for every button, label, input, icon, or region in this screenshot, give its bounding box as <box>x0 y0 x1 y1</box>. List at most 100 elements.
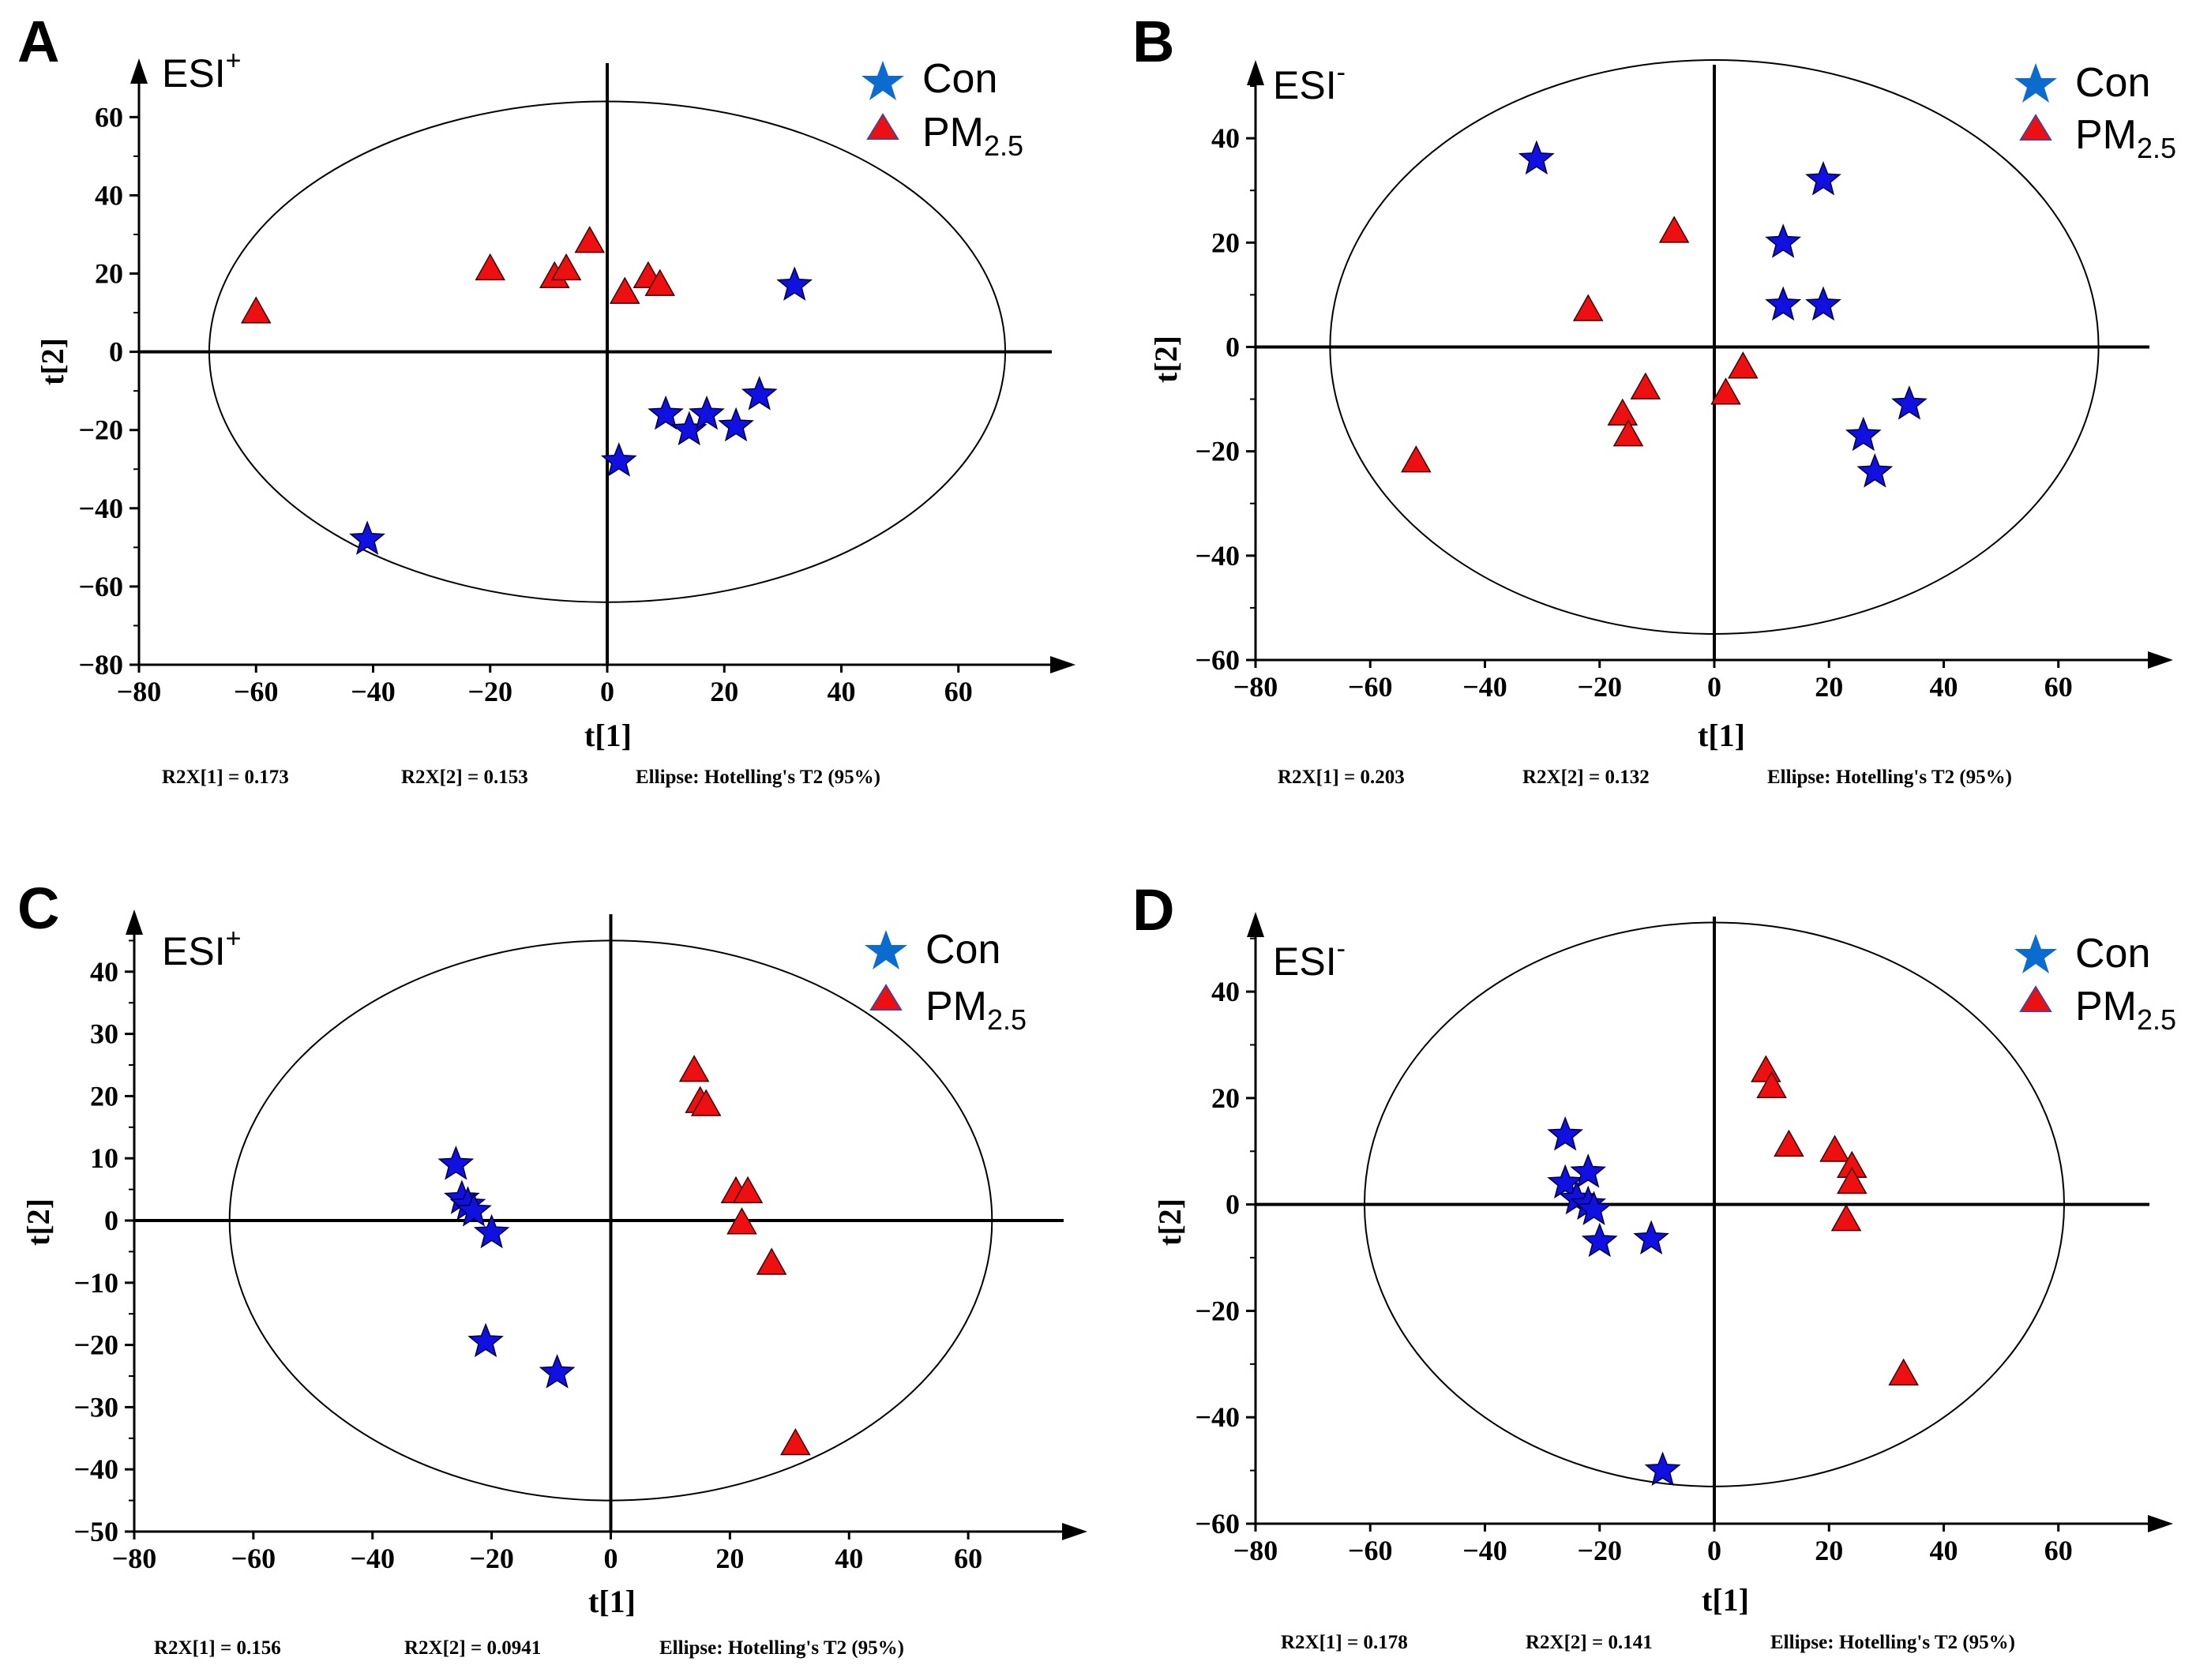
pm25-point <box>1728 351 1759 379</box>
x-tick-label: 40 <box>1930 671 1958 703</box>
con-point <box>600 442 637 477</box>
y-tick-label: 0 <box>1226 1189 1240 1221</box>
y-ticks: −80 −60 −40 −20 0 20 40 60 <box>78 77 139 681</box>
y-tick-label: −20 <box>73 1329 118 1361</box>
y-tick-label: −50 <box>73 1516 118 1547</box>
pm25-point <box>240 296 272 324</box>
y-tick-label: −20 <box>1195 436 1240 467</box>
con-point <box>1765 223 1802 258</box>
footer-r2x2: R2X[2] = 0.153 <box>401 767 528 788</box>
x-tick-label: 0 <box>1707 671 1721 703</box>
y-ticks: −50 −40 −30 −20 −10 0 10 20 30 40 <box>73 939 134 1547</box>
x-tick-label: 40 <box>828 676 856 707</box>
x-axis-title: t[1] <box>588 1584 636 1619</box>
y-tick-label: 40 <box>1211 122 1240 154</box>
x-tick-label: −60 <box>1348 1535 1393 1566</box>
x-tick-label: −60 <box>1348 671 1393 703</box>
pm25-point <box>1612 419 1644 447</box>
legend-con-label: Con <box>2075 931 2150 977</box>
data-points <box>1401 140 1928 488</box>
y-tick-label: −10 <box>73 1267 118 1299</box>
con-point <box>1805 160 1841 196</box>
x-ticks: −80 −60 −40 −20 0 20 40 60 <box>117 665 973 707</box>
pm25-point <box>1837 1166 1868 1194</box>
y-tick-label: 40 <box>90 956 118 988</box>
legend-pm-label: PM2.5 <box>2075 112 2176 164</box>
panel-d: D ESI- Con PM2.5 −80 −60 −40 −20 0 20 40 60 −60… <box>1132 877 2176 1653</box>
con-point <box>1805 286 1841 321</box>
legend: Con PM2.5 <box>865 927 1027 1036</box>
x-tick-label: −80 <box>117 676 162 707</box>
con-point <box>539 1354 576 1389</box>
panel-b: B ESI- Con PM2.5 −80 −60 −40 −20 0 20 40 60 −60… <box>1132 9 2176 788</box>
pm25-point <box>574 226 606 253</box>
x-tick-label: 20 <box>715 1543 744 1574</box>
x-tick-label: 60 <box>954 1543 982 1574</box>
y-tick-label: 20 <box>1211 227 1240 258</box>
pm25-point <box>1751 1055 1781 1082</box>
legend-con-icon <box>862 61 904 100</box>
x-axis-title: t[1] <box>1702 1582 1749 1618</box>
legend-con-icon <box>2014 63 2057 103</box>
con-point <box>473 1213 510 1249</box>
x-tick-label: −20 <box>467 676 512 707</box>
footer-ellipse: Ellipse: Hotelling's T2 (95%) <box>636 767 880 788</box>
con-point <box>1856 453 1894 488</box>
x-tick-label: 20 <box>1815 671 1843 703</box>
pm25-point <box>1710 377 1741 405</box>
footer-ellipse: Ellipse: Hotelling's T2 (95%) <box>659 1637 904 1659</box>
x-axis-arrow-icon <box>1050 656 1075 673</box>
pm25-point <box>1774 1129 1804 1157</box>
con-point <box>1575 1191 1612 1225</box>
y-tick-label: 10 <box>90 1142 118 1174</box>
y-tick-label: −60 <box>1195 644 1240 676</box>
y-tick-label: 30 <box>90 1018 118 1050</box>
con-point <box>349 520 385 555</box>
footer-r2x2: R2X[2] = 0.141 <box>1526 1632 1653 1653</box>
pm25-point <box>732 1176 764 1204</box>
x-tick-label: −20 <box>469 1543 514 1574</box>
con-point <box>1765 286 1802 321</box>
legend: Con PM2.5 <box>2014 931 2176 1036</box>
x-tick-label: −20 <box>1577 671 1622 703</box>
y-tick-label: −30 <box>73 1391 118 1423</box>
pm25-point <box>1756 1071 1787 1098</box>
x-tick-label: 0 <box>600 676 614 707</box>
panel-letter: D <box>1132 877 1174 943</box>
legend: Con PM2.5 <box>2014 60 2176 164</box>
footer-r2x1: R2X[1] = 0.178 <box>1281 1632 1408 1653</box>
con-point <box>467 1322 504 1358</box>
legend-con-label: Con <box>925 927 1000 973</box>
legend-pm-label: PM2.5 <box>922 110 1023 162</box>
footer-r2x2: R2X[2] = 0.0941 <box>404 1637 541 1659</box>
panel-a: A ESI+ Con PM2.5 −80 −60 −40 −20 0 20 40 60 −80… <box>17 9 1075 788</box>
y-tick-label: −60 <box>1195 1508 1240 1539</box>
y-tick-label: −40 <box>1195 1401 1240 1433</box>
x-axis-title: t[1] <box>1698 718 1745 753</box>
esi-label: ESI- <box>1273 58 1346 107</box>
x-tick-label: 0 <box>1707 1535 1721 1566</box>
esi-label: ESI+ <box>162 46 241 96</box>
con-point <box>1547 1116 1584 1151</box>
x-tick-label: 40 <box>1930 1535 1958 1566</box>
pm25-point <box>726 1207 757 1235</box>
x-tick-label: 20 <box>1815 1535 1843 1566</box>
x-tick-label: 60 <box>2044 671 2073 703</box>
con-point <box>689 395 725 430</box>
esi-label: ESI+ <box>162 924 241 973</box>
y-ticks: −60 −40 −20 0 20 40 <box>1195 85 1256 676</box>
footer-r2x2: R2X[2] = 0.132 <box>1522 767 1650 788</box>
legend-pm-icon <box>869 984 903 1011</box>
y-tick-label: −40 <box>73 1453 118 1485</box>
x-ticks: −80 −60 −40 −20 0 20 40 60 <box>112 1532 982 1574</box>
con-point <box>1891 385 1928 420</box>
data-points <box>240 226 813 555</box>
plot-area: −80 −60 −40 −20 0 20 40 60 −80 −60 −40 −20 0 20 40 60 <box>78 58 1075 707</box>
footer-r2x1: R2X[1] = 0.156 <box>154 1637 281 1659</box>
x-axis-arrow-icon <box>2148 651 2173 669</box>
pm25-point <box>690 1089 722 1116</box>
y-axis-arrow-icon <box>1247 60 1264 85</box>
x-axis-title: t[1] <box>584 718 632 753</box>
y-tick-label: 0 <box>104 1205 118 1236</box>
